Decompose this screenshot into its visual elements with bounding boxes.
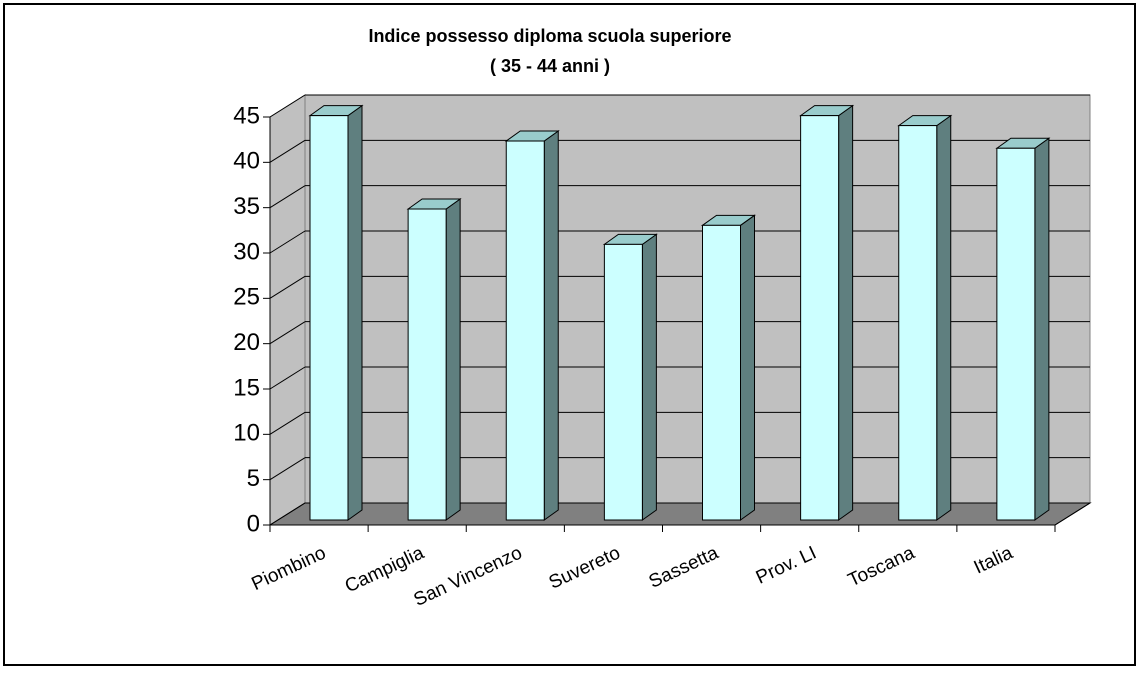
bar: [603, 243, 643, 521]
bar-side: [641, 233, 657, 521]
bar: [898, 125, 938, 521]
bar-side: [838, 104, 854, 521]
grid-line: [269, 139, 306, 163]
y-tick-label: 0: [247, 510, 260, 537]
y-tick-label: 30: [233, 238, 260, 265]
grid-line: [269, 275, 306, 299]
y-tick-label: 25: [233, 284, 260, 311]
bar-side: [543, 130, 559, 521]
y-tick-label: 20: [233, 329, 260, 356]
bar: [505, 140, 545, 521]
grid-line: [269, 321, 306, 345]
y-tick-label: 45: [233, 102, 260, 129]
grid-line: [269, 457, 306, 481]
chart-title: Indice possesso diploma scuola superiore: [368, 26, 731, 46]
bar: [996, 147, 1036, 521]
y-tick-label: 40: [233, 148, 260, 175]
floor-edge: [1054, 502, 1091, 526]
bar: [800, 115, 840, 521]
grid-line: [269, 502, 306, 526]
bar: [702, 224, 741, 521]
bar-side: [936, 114, 952, 521]
grid-line: [269, 94, 306, 118]
chart-subtitle: ( 35 - 44 anni ): [490, 56, 610, 76]
grid-line: [269, 366, 306, 390]
floor: [268, 502, 1092, 526]
bar: [309, 115, 349, 521]
bar-side: [1034, 137, 1050, 521]
grid-line: [269, 411, 306, 435]
y-tick-label: 35: [233, 193, 260, 220]
grid-line: [269, 185, 306, 209]
bar: [407, 208, 447, 521]
y-tick-label: 15: [233, 374, 260, 401]
grid-line: [269, 230, 306, 254]
y-tick-label: 5: [247, 465, 260, 492]
bar-side: [740, 214, 755, 521]
y-tick-label: 10: [233, 420, 260, 447]
bar-side: [347, 104, 363, 521]
bar-side: [445, 198, 461, 521]
